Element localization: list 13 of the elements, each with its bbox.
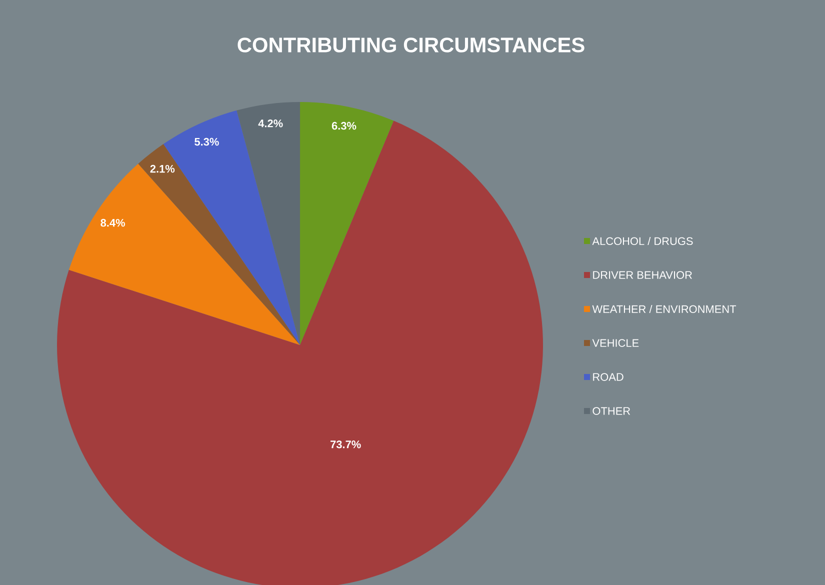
legend-label: OTHER (592, 407, 630, 415)
data-label: 2.1% (150, 164, 175, 173)
data-label: 4.2% (258, 120, 283, 128)
data-label: 5.3% (194, 138, 219, 146)
legend-label: DRIVER BEHAVIOR (593, 271, 692, 279)
legend-label: ALCOHOL / DRUGS (592, 236, 693, 246)
legend-label: WEATHER / ENVIRONMENT (592, 304, 736, 314)
legend-label: ROAD (593, 373, 624, 381)
data-label: 6.3% (332, 122, 356, 130)
data-label: 73.7% (330, 440, 361, 448)
data-label: 8.4% (100, 218, 125, 227)
legend-label: VEHICLE (592, 339, 639, 347)
chart-title: CONTRIBUTING CIRCUMSTANCES (238, 38, 584, 52)
